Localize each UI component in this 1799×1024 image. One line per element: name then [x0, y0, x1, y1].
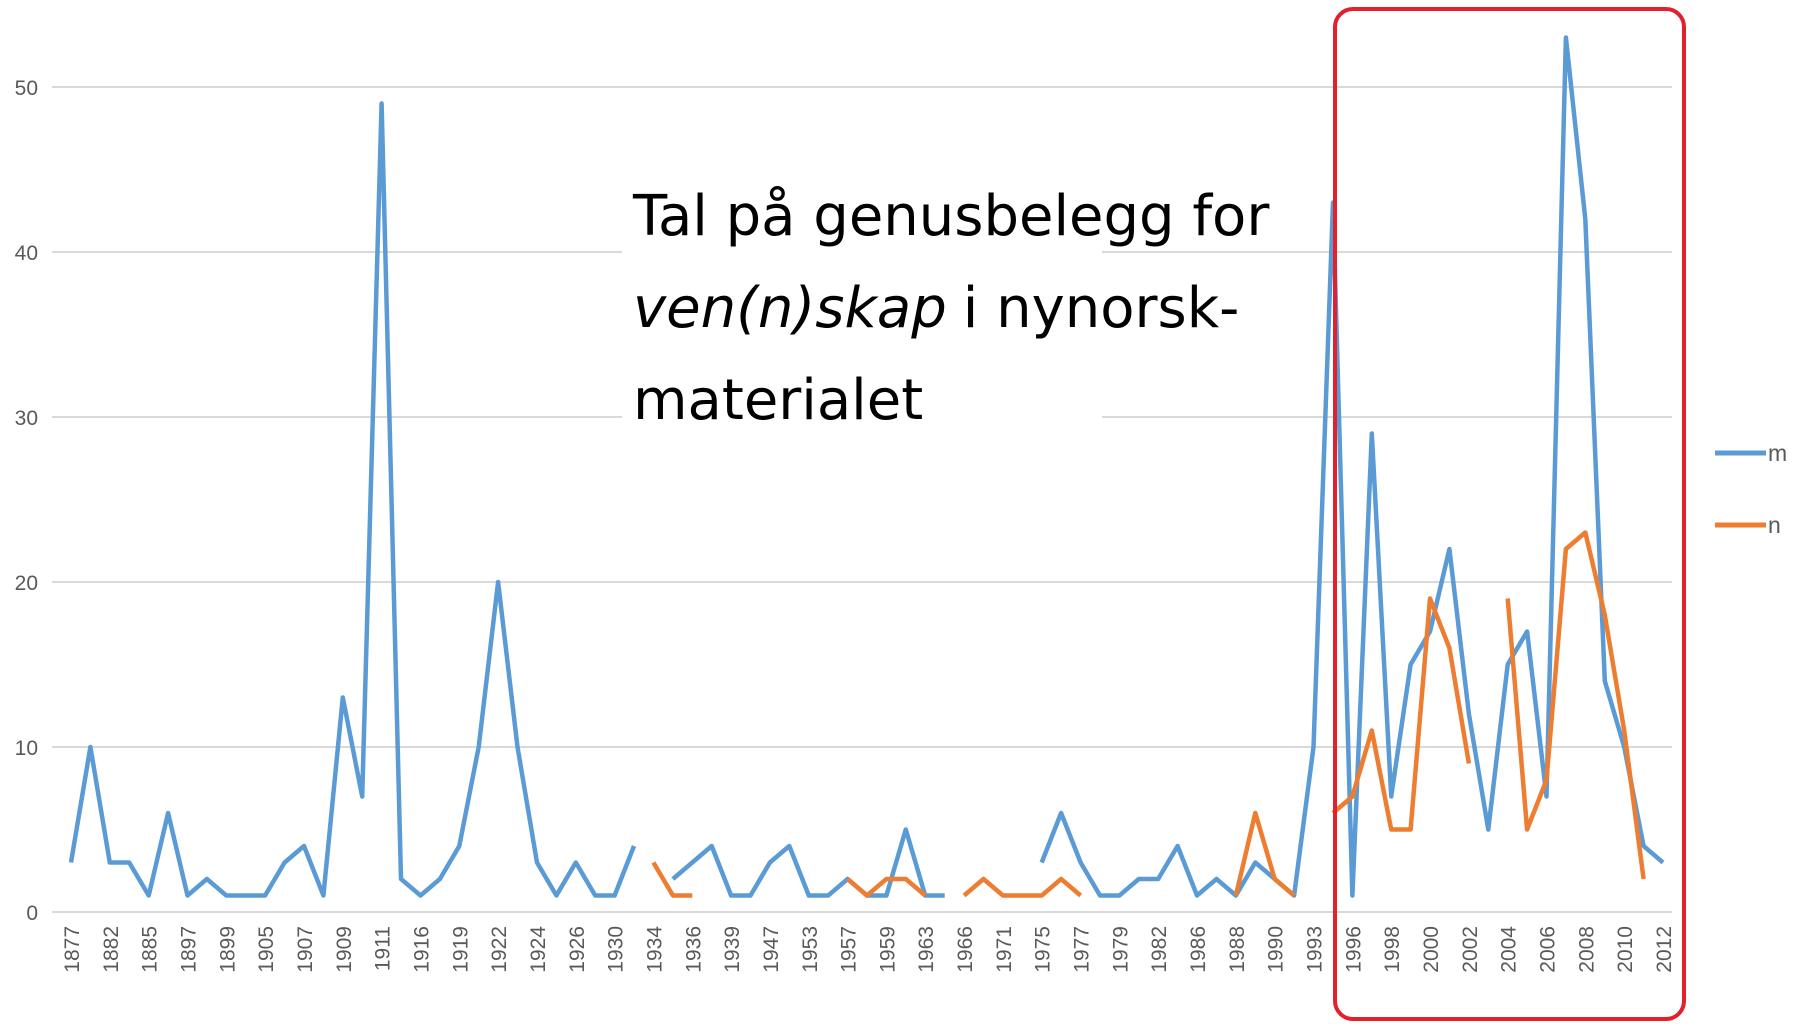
y-tick-label: 10 [15, 737, 38, 760]
y-tick-label: 50 [15, 77, 38, 100]
x-tick-label: 1966 [954, 926, 977, 973]
x-tick-label: 2000 [1420, 926, 1443, 973]
x-tick-label: 1905 [255, 926, 278, 973]
x-tick-label: 1939 [721, 926, 744, 973]
y-tick-label: 0 [26, 902, 38, 925]
x-tick-label: 1957 [838, 926, 861, 973]
x-tick-label: 1924 [527, 926, 550, 973]
x-tick-label: 2008 [1575, 926, 1598, 973]
x-tick-label: 1986 [1187, 926, 1210, 973]
x-tick-label: 1979 [1109, 926, 1132, 973]
annotation: materialet [633, 368, 923, 433]
plot [68, 35, 1665, 898]
line-series [68, 35, 1665, 898]
x-tick-label: 1930 [605, 926, 628, 973]
x-tick-label: 1911 [372, 926, 395, 971]
x-tick-label: 1988 [1226, 926, 1249, 973]
x-tick-label: 1971 [993, 926, 1016, 973]
x-tick-label: 1998 [1381, 926, 1404, 973]
x-tick-label: 1909 [333, 926, 356, 973]
x-tick-label: 2006 [1537, 926, 1560, 973]
x-tick-label: 1922 [488, 926, 511, 973]
x-tick-label: 1916 [410, 926, 433, 973]
y-tick-label: 20 [15, 572, 38, 595]
y-tick-label: 30 [15, 407, 38, 430]
annotation: ven(n)skap i nynorsk- [633, 276, 1239, 341]
x-tick-label: 1877 [61, 926, 84, 973]
x-tick-label: 1899 [216, 926, 239, 973]
x-tick-label: 1963 [915, 926, 938, 973]
x-tick-label: 1996 [1342, 926, 1365, 973]
x-tick-label: 1882 [100, 926, 123, 973]
y-tick-label: 40 [15, 242, 38, 265]
x-tick-label: 1885 [139, 926, 162, 973]
line-series [651, 530, 1646, 898]
legend: mn [1715, 440, 1787, 538]
highlight-box [1333, 7, 1686, 1021]
x-tick-label: 1953 [799, 926, 822, 973]
axes: 0 10 20 30 40 50 1877 1882 1885 1897 1899 1905 1907 1… [15, 77, 1676, 973]
x-tick-label: 2010 [1614, 926, 1637, 973]
x-tick-label: 1919 [449, 926, 472, 973]
annotation-box [622, 170, 1102, 438]
x-tick-label: 1977 [1071, 926, 1094, 973]
x-tick-label: 1959 [876, 926, 899, 973]
x-tick-label: 1907 [294, 926, 317, 973]
x-tick-label: 2002 [1459, 926, 1482, 973]
x-tick-label: 1993 [1304, 926, 1327, 973]
x-tick-label: 1990 [1265, 926, 1288, 973]
x-tick-label: 1975 [1032, 926, 1055, 973]
legend-label: n [1768, 512, 1781, 538]
annotation: Tal på genusbelegg for [632, 184, 1270, 249]
x-tick-label: 2004 [1498, 926, 1521, 973]
annotation: i nynorsk- [963, 276, 1240, 341]
annotation-italic: ven(n)skap [633, 276, 947, 341]
x-tick-label: 1982 [1148, 926, 1171, 973]
x-tick-label: 1947 [760, 926, 783, 973]
x-tick-label: 1934 [643, 926, 666, 973]
legend-label: m [1768, 440, 1787, 466]
x-tick-label: 1926 [566, 926, 589, 973]
x-tick-label: 1936 [682, 926, 705, 973]
x-tick-label: 2012 [1653, 926, 1676, 973]
x-tick-label: 1897 [177, 926, 200, 973]
